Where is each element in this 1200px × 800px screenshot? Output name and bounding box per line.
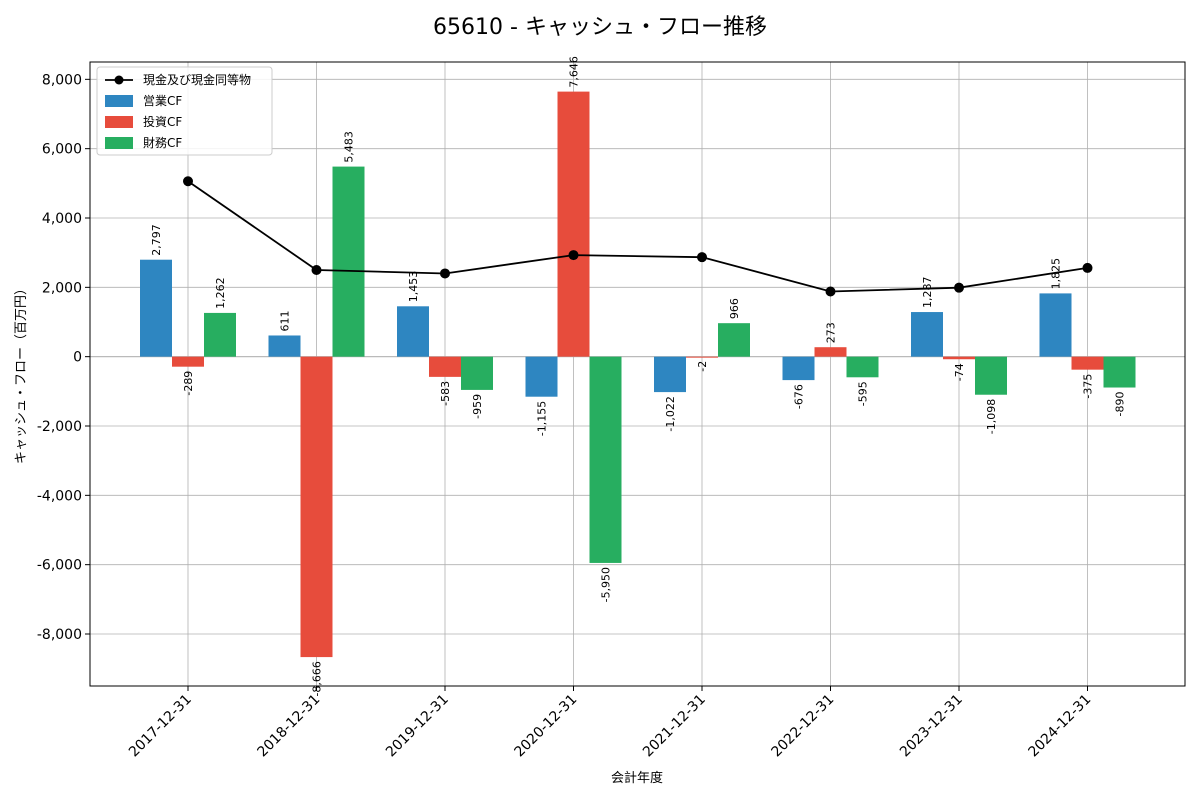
bar <box>461 356 493 390</box>
cash-line-layer <box>183 176 1093 297</box>
data-label: -375 <box>1082 374 1095 399</box>
y-axis-label: キャッシュ・フロー（百万円） <box>14 282 29 464</box>
data-label: -1,098 <box>985 399 998 434</box>
data-label: -1,022 <box>664 396 677 431</box>
chart-title: 65610 - キャッシュ・フロー推移 <box>433 15 767 40</box>
bar <box>268 335 301 357</box>
bars-layer <box>140 91 1136 658</box>
data-label: 5,483 <box>343 131 356 163</box>
legend-bar-swatch <box>105 116 133 128</box>
cash-point <box>825 286 836 297</box>
bar <box>814 347 847 357</box>
bar <box>1103 356 1136 388</box>
y-tick-label: -6,000 <box>37 558 82 574</box>
legend-box <box>96 66 273 156</box>
legend-bar-swatch <box>105 137 133 149</box>
cash-point <box>1082 262 1093 273</box>
y-tick-label: 4,000 <box>42 211 82 227</box>
data-label: -890 <box>1114 392 1127 417</box>
data-label: -289 <box>182 371 195 396</box>
x-axis-label: 会計年度 <box>611 770 663 786</box>
legend-label: 投資CF <box>143 114 182 129</box>
data-label: 273 <box>825 322 838 343</box>
y-tick-label: 0 <box>73 350 82 366</box>
legend-label: 財務CF <box>143 135 182 150</box>
data-label: 2,797 <box>150 224 163 256</box>
data-label: -676 <box>793 384 806 409</box>
bar <box>397 306 429 357</box>
bar <box>911 312 943 357</box>
cash-line <box>187 180 1088 293</box>
legend-bar-swatch <box>105 95 133 107</box>
data-label: -595 <box>857 381 870 406</box>
bar <box>846 356 879 378</box>
cash-point <box>697 252 707 263</box>
bar <box>1039 293 1072 357</box>
cash-point <box>440 268 450 279</box>
bar <box>782 356 815 381</box>
y-tick-label: -4,000 <box>37 488 82 504</box>
data-labels-layer: 2,797 611 1,453 -1,155 -1,022 -676 1,287 1,825 -… <box>150 56 1127 696</box>
bar <box>300 356 333 658</box>
bar <box>686 356 718 358</box>
y-tick-label: -8,000 <box>37 627 82 643</box>
cash-point <box>311 265 322 275</box>
data-label: 966 <box>728 298 741 319</box>
data-label: 7,646 <box>568 56 581 88</box>
y-tick-label: 6,000 <box>42 142 82 158</box>
data-label: 1,453 <box>407 271 420 303</box>
bar <box>332 166 365 357</box>
data-label: 1,287 <box>921 277 934 309</box>
y-tick-label: -2,000 <box>37 419 82 435</box>
bar <box>943 356 975 360</box>
bar <box>975 356 1007 395</box>
bar <box>718 323 750 357</box>
bar <box>654 356 686 393</box>
data-label: -2 <box>696 361 709 372</box>
cash-point <box>568 250 579 261</box>
bar <box>525 356 558 397</box>
legend-marker <box>114 75 124 85</box>
legend-label: 現金及び現金同等物 <box>143 72 251 87</box>
data-label: -583 <box>439 381 452 406</box>
bar <box>204 312 236 357</box>
data-label: 1,825 <box>1050 258 1063 290</box>
y-tick-label: 8,000 <box>42 72 82 88</box>
bar <box>172 356 204 367</box>
cash-point <box>954 282 964 293</box>
data-label: 611 <box>279 310 292 331</box>
bar <box>557 91 590 357</box>
bar <box>140 259 172 357</box>
legend-label: 営業CF <box>143 94 182 108</box>
plot-frame <box>89 61 1186 687</box>
data-label: 1,262 <box>214 277 227 309</box>
data-label: -5,950 <box>600 567 613 602</box>
data-label: -8,666 <box>311 661 324 696</box>
bar <box>429 356 461 377</box>
bar <box>1071 356 1104 370</box>
data-label: -959 <box>471 394 484 419</box>
data-label: -1,155 <box>536 401 549 436</box>
data-label: -74 <box>953 363 966 381</box>
cash-point <box>183 176 193 187</box>
bar <box>589 356 622 563</box>
y-tick-label: 2,000 <box>42 280 82 296</box>
